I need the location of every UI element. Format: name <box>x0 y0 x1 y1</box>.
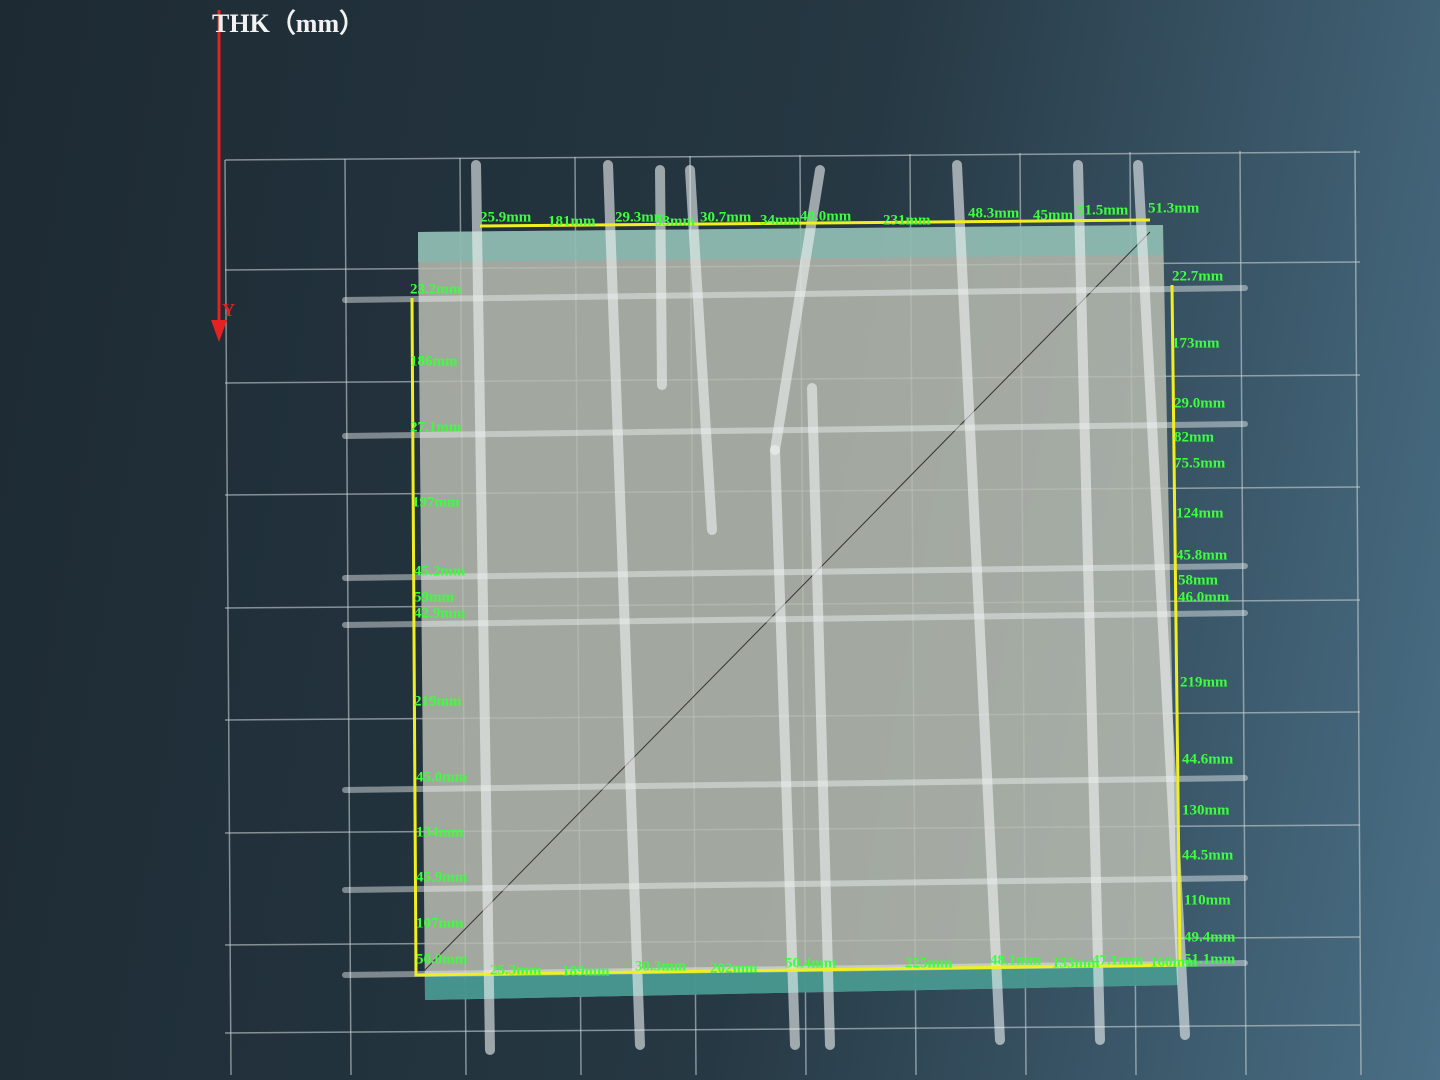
measure-label: 110mm <box>1184 892 1231 908</box>
measure-label: 51.5mm <box>1077 202 1129 218</box>
measure-label: 82mm <box>1174 429 1214 445</box>
title: THK（mm） <box>212 9 365 38</box>
measure-label: 45.9mm <box>416 869 468 885</box>
measure-label: 49.4mm <box>1184 929 1236 945</box>
measure-label: 29.3mm <box>615 209 667 225</box>
rebar <box>471 160 495 1055</box>
measure-label: 48.3mm <box>968 205 1020 221</box>
measure-label: 51.3mm <box>1148 200 1200 216</box>
measure-label: 186mm <box>410 353 458 369</box>
rebar <box>655 165 667 390</box>
rebar <box>1073 160 1105 1045</box>
measure-label: 189mm <box>562 963 610 979</box>
outline <box>410 284 1182 977</box>
rebar <box>952 160 1005 1045</box>
grid-line <box>1354 149 1362 1076</box>
measure-label: 133mm <box>1052 955 1100 971</box>
grid-line <box>1239 150 1247 1076</box>
measure-label: 45.0mm <box>416 769 468 785</box>
measure-label: 134mm <box>416 824 464 840</box>
rebar <box>807 383 835 1050</box>
rebar <box>770 445 800 1050</box>
measure-label: 51.1mm <box>1184 951 1236 967</box>
measure-label: 197mm <box>412 494 460 510</box>
measure-label: 45.8mm <box>1176 547 1228 563</box>
rebar <box>342 610 1248 628</box>
measure-label: 46.0mm <box>1178 589 1230 605</box>
measure-label: 23.2mm <box>410 281 462 297</box>
measure-label: 30.7mm <box>700 209 752 225</box>
arrow-head <box>211 320 227 342</box>
measure-label: 44.6mm <box>1182 751 1234 767</box>
measure-label: 130mm <box>1182 802 1230 818</box>
measure-label: 48.1mm <box>990 952 1042 968</box>
rebar <box>770 165 825 455</box>
outline <box>479 218 1151 228</box>
measure-label: 181mm <box>548 213 596 229</box>
measure-label: 107mm <box>416 915 464 931</box>
rebar <box>342 285 1248 303</box>
measure-label: 30.3mm <box>635 958 687 974</box>
rebar <box>342 875 1248 893</box>
measure-label: 40.0mm <box>800 208 852 224</box>
slab-edge <box>418 225 1163 262</box>
grid-line <box>224 151 1361 161</box>
measure-label: 53mm <box>655 213 695 229</box>
rebar <box>342 775 1248 793</box>
measure-label: 27.1mm <box>410 419 462 435</box>
axis-label: Y <box>222 300 235 320</box>
measure-label: 45mm <box>1033 207 1073 223</box>
measure-label: 25.3mm <box>490 962 542 978</box>
measure-label: 47.1mm <box>1092 952 1144 968</box>
measure-label: 124mm <box>1176 505 1224 521</box>
rebar <box>342 563 1248 581</box>
measure-label: 160mm <box>1150 954 1198 970</box>
measure-label: 34mm <box>760 212 800 228</box>
rebar <box>1133 160 1190 1040</box>
measure-label: 50.4mm <box>785 955 837 971</box>
measure-label: 25.9mm <box>480 209 532 225</box>
measure-label: 231mm <box>883 212 931 228</box>
rebars <box>342 160 1248 1055</box>
rebar <box>603 160 645 1050</box>
measure-label: 29.0mm <box>1174 395 1226 411</box>
measure-label: 59mm <box>414 589 454 605</box>
measure-label: 42.9mm <box>414 605 466 621</box>
grid-line <box>344 158 352 1076</box>
measure-label: 45.2mm <box>414 563 466 579</box>
measure-label: 219mm <box>1180 674 1228 690</box>
measure-label: 50.0mm <box>416 951 468 967</box>
measure-label: 225mm <box>905 955 953 971</box>
measure-label: 173mm <box>1172 335 1220 351</box>
measure-label: 58mm <box>1178 572 1218 588</box>
measure-label: 22.7mm <box>1172 268 1224 284</box>
measure-label: 44.5mm <box>1182 847 1234 863</box>
rebar <box>685 165 717 535</box>
grid-line <box>224 159 232 1076</box>
rebar <box>342 421 1248 439</box>
measure-label: 75.5mm <box>1174 455 1226 471</box>
measure-label: 202mm <box>710 960 758 976</box>
measure-label: 219mm <box>414 693 462 709</box>
